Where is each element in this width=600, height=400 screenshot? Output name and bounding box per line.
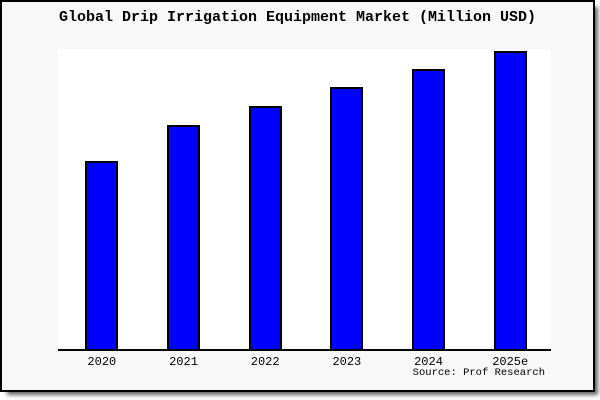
bar-2023: [330, 87, 364, 349]
chart-frame: Global Drip Irrigation Equipment Market …: [0, 0, 595, 392]
bar-slot-2025e: [469, 49, 551, 349]
x-tick-label-2020: 2020: [87, 355, 117, 369]
x-tick-label-2022: 2022: [250, 355, 280, 369]
bar-2020: [85, 160, 119, 349]
bar-2024: [412, 68, 446, 349]
bar-slot-2023: [306, 49, 388, 349]
x-tick-label-2021: 2021: [169, 355, 198, 369]
bar-slot-2022: [224, 49, 306, 349]
bars-area: [58, 49, 551, 349]
plot-area: [58, 49, 551, 351]
x-tick-label-2025e: 2025e: [492, 355, 529, 369]
bar-2022: [248, 105, 282, 349]
x-tick-label-2023: 2023: [332, 355, 362, 369]
chart-title: Global Drip Irrigation Equipment Market …: [58, 9, 537, 26]
bar-slot-2021: [143, 49, 225, 349]
bar-slot-2020: [61, 49, 143, 349]
x-axis-labels: 2020 2021 2022 2023 2024 2025e: [58, 355, 551, 369]
bar-2025e: [493, 50, 527, 349]
source-credit: Source: Prof Research: [412, 367, 545, 379]
bar-slot-2024: [388, 49, 470, 349]
x-tick-label-2024: 2024: [414, 355, 443, 369]
bar-2021: [167, 124, 200, 349]
